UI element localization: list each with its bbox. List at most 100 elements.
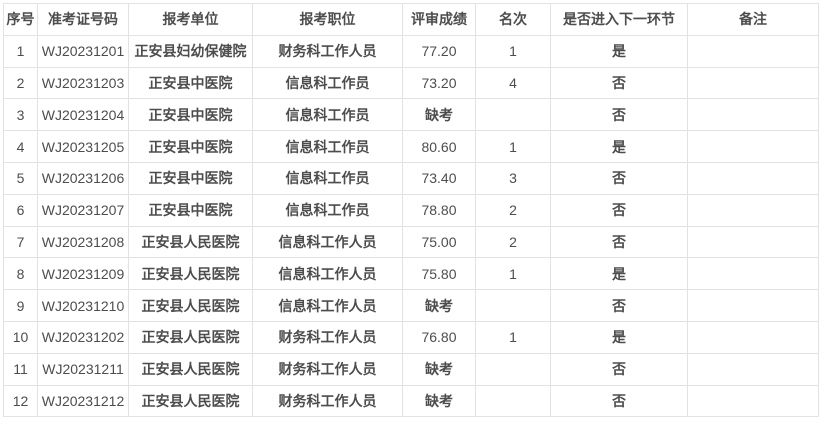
header-rank: 名次 bbox=[475, 3, 551, 36]
cell-ticket-number: WJ20231206 bbox=[37, 161, 129, 195]
cell-serial-number: 7 bbox=[3, 225, 38, 259]
cell-ticket-number: WJ20231205 bbox=[37, 130, 129, 163]
cell-rank: 1 bbox=[475, 34, 551, 68]
cell-applied-unit: 正安县中医院 bbox=[128, 66, 253, 100]
cell-applied-unit: 正安县中医院 bbox=[128, 193, 253, 227]
cell-rank bbox=[475, 352, 551, 386]
table-row: 9 WJ20231210 正安县人民医院 信息科工作人员 缺考 否 bbox=[3, 289, 819, 322]
cell-serial-number: 1 bbox=[3, 34, 38, 68]
table-row: 6 WJ20231207 正安县中医院 信息科工作员 78.80 2 否 bbox=[3, 193, 819, 227]
cell-next-stage: 否 bbox=[550, 193, 688, 227]
cell-applied-position: 信息科工作人员 bbox=[252, 257, 403, 291]
exam-results-table: 序号 准考证号码 报考单位 报考职位 评审成绩 名次 是否进入下一环节 备注 1… bbox=[3, 3, 819, 418]
table-row: 4 WJ20231205 正安县中医院 信息科工作员 80.60 1 是 bbox=[3, 130, 819, 163]
cell-next-stage: 否 bbox=[550, 289, 688, 322]
cell-applied-unit: 正安县人民医院 bbox=[128, 352, 253, 386]
cell-review-score: 缺考 bbox=[402, 384, 476, 418]
cell-rank bbox=[475, 289, 551, 322]
cell-remark bbox=[687, 320, 819, 354]
cell-remark bbox=[687, 289, 819, 322]
cell-applied-position: 信息科工作员 bbox=[252, 161, 403, 195]
cell-applied-position: 财务科工作人员 bbox=[252, 352, 403, 386]
table-row: 2 WJ20231203 正安县中医院 信息科工作员 73.20 4 否 bbox=[3, 66, 819, 100]
cell-review-score: 缺考 bbox=[402, 289, 476, 322]
cell-ticket-number: WJ20231209 bbox=[37, 257, 129, 291]
cell-ticket-number: WJ20231207 bbox=[37, 193, 129, 227]
cell-applied-position: 信息科工作人员 bbox=[252, 225, 403, 259]
table-row: 12 WJ20231212 正安县人民医院 财务科工作人员 缺考 否 bbox=[3, 384, 819, 418]
cell-remark bbox=[687, 130, 819, 163]
table-header-row: 序号 准考证号码 报考单位 报考职位 评审成绩 名次 是否进入下一环节 备注 bbox=[3, 3, 819, 36]
cell-serial-number: 5 bbox=[3, 161, 38, 195]
cell-serial-number: 11 bbox=[3, 352, 38, 386]
header-ticket-number: 准考证号码 bbox=[37, 3, 129, 36]
cell-serial-number: 4 bbox=[3, 130, 38, 163]
cell-ticket-number: WJ20231210 bbox=[37, 289, 129, 322]
cell-applied-position: 信息科工作员 bbox=[252, 130, 403, 163]
cell-review-score: 77.20 bbox=[402, 34, 476, 68]
cell-remark bbox=[687, 257, 819, 291]
cell-review-score: 缺考 bbox=[402, 98, 476, 132]
cell-ticket-number: WJ20231208 bbox=[37, 225, 129, 259]
cell-rank: 3 bbox=[475, 161, 551, 195]
cell-next-stage: 是 bbox=[550, 130, 688, 163]
cell-serial-number: 3 bbox=[3, 98, 38, 132]
cell-next-stage: 否 bbox=[550, 66, 688, 100]
cell-ticket-number: WJ20231201 bbox=[37, 34, 129, 68]
cell-applied-unit: 正安县中医院 bbox=[128, 98, 253, 132]
cell-remark bbox=[687, 66, 819, 100]
cell-review-score: 78.80 bbox=[402, 193, 476, 227]
cell-serial-number: 9 bbox=[3, 289, 38, 322]
table-row: 10 WJ20231202 正安县人民医院 财务科工作人员 76.80 1 是 bbox=[3, 320, 819, 354]
header-next-stage: 是否进入下一环节 bbox=[550, 3, 688, 36]
cell-next-stage: 否 bbox=[550, 352, 688, 386]
cell-ticket-number: WJ20231203 bbox=[37, 66, 129, 100]
cell-applied-position: 信息科工作人员 bbox=[252, 289, 403, 322]
cell-applied-position: 财务科工作人员 bbox=[252, 384, 403, 418]
cell-next-stage: 否 bbox=[550, 384, 688, 418]
cell-next-stage: 否 bbox=[550, 225, 688, 259]
table-row: 7 WJ20231208 正安县人民医院 信息科工作人员 75.00 2 否 bbox=[3, 225, 819, 259]
cell-applied-unit: 正安县人民医院 bbox=[128, 225, 253, 259]
cell-next-stage: 是 bbox=[550, 257, 688, 291]
header-remark: 备注 bbox=[687, 3, 819, 36]
cell-applied-unit: 正安县人民医院 bbox=[128, 289, 253, 322]
cell-ticket-number: WJ20231204 bbox=[37, 98, 129, 132]
cell-ticket-number: WJ20231202 bbox=[37, 320, 129, 354]
cell-review-score: 75.00 bbox=[402, 225, 476, 259]
cell-remark bbox=[687, 193, 819, 227]
cell-rank bbox=[475, 384, 551, 418]
cell-remark bbox=[687, 225, 819, 259]
cell-rank: 1 bbox=[475, 130, 551, 163]
table-row: 5 WJ20231206 正安县中医院 信息科工作员 73.40 3 否 bbox=[3, 161, 819, 195]
cell-applied-unit: 正安县中医院 bbox=[128, 161, 253, 195]
cell-applied-unit: 正安县人民医院 bbox=[128, 257, 253, 291]
cell-applied-unit: 正安县人民医院 bbox=[128, 320, 253, 354]
cell-rank: 2 bbox=[475, 193, 551, 227]
cell-serial-number: 12 bbox=[3, 384, 38, 418]
cell-applied-position: 财务科工作人员 bbox=[252, 34, 403, 68]
cell-rank bbox=[475, 98, 551, 132]
table-row: 1 WJ20231201 正安县妇幼保健院 财务科工作人员 77.20 1 是 bbox=[3, 34, 819, 68]
cell-serial-number: 2 bbox=[3, 66, 38, 100]
cell-ticket-number: WJ20231212 bbox=[37, 384, 129, 418]
cell-remark bbox=[687, 384, 819, 418]
cell-serial-number: 8 bbox=[3, 257, 38, 291]
cell-applied-unit: 正安县妇幼保健院 bbox=[128, 34, 253, 68]
cell-review-score: 76.80 bbox=[402, 320, 476, 354]
header-applied-unit: 报考单位 bbox=[128, 3, 253, 36]
cell-applied-unit: 正安县中医院 bbox=[128, 130, 253, 163]
cell-applied-position: 信息科工作员 bbox=[252, 193, 403, 227]
table-row: 3 WJ20231204 正安县中医院 信息科工作员 缺考 否 bbox=[3, 98, 819, 132]
cell-remark bbox=[687, 34, 819, 68]
cell-review-score: 80.60 bbox=[402, 130, 476, 163]
header-review-score: 评审成绩 bbox=[402, 3, 476, 36]
cell-next-stage: 否 bbox=[550, 98, 688, 132]
cell-remark bbox=[687, 352, 819, 386]
cell-review-score: 75.80 bbox=[402, 257, 476, 291]
cell-rank: 4 bbox=[475, 66, 551, 100]
cell-remark bbox=[687, 161, 819, 195]
cell-serial-number: 10 bbox=[3, 320, 38, 354]
header-serial-number: 序号 bbox=[3, 3, 38, 36]
cell-next-stage: 是 bbox=[550, 34, 688, 68]
